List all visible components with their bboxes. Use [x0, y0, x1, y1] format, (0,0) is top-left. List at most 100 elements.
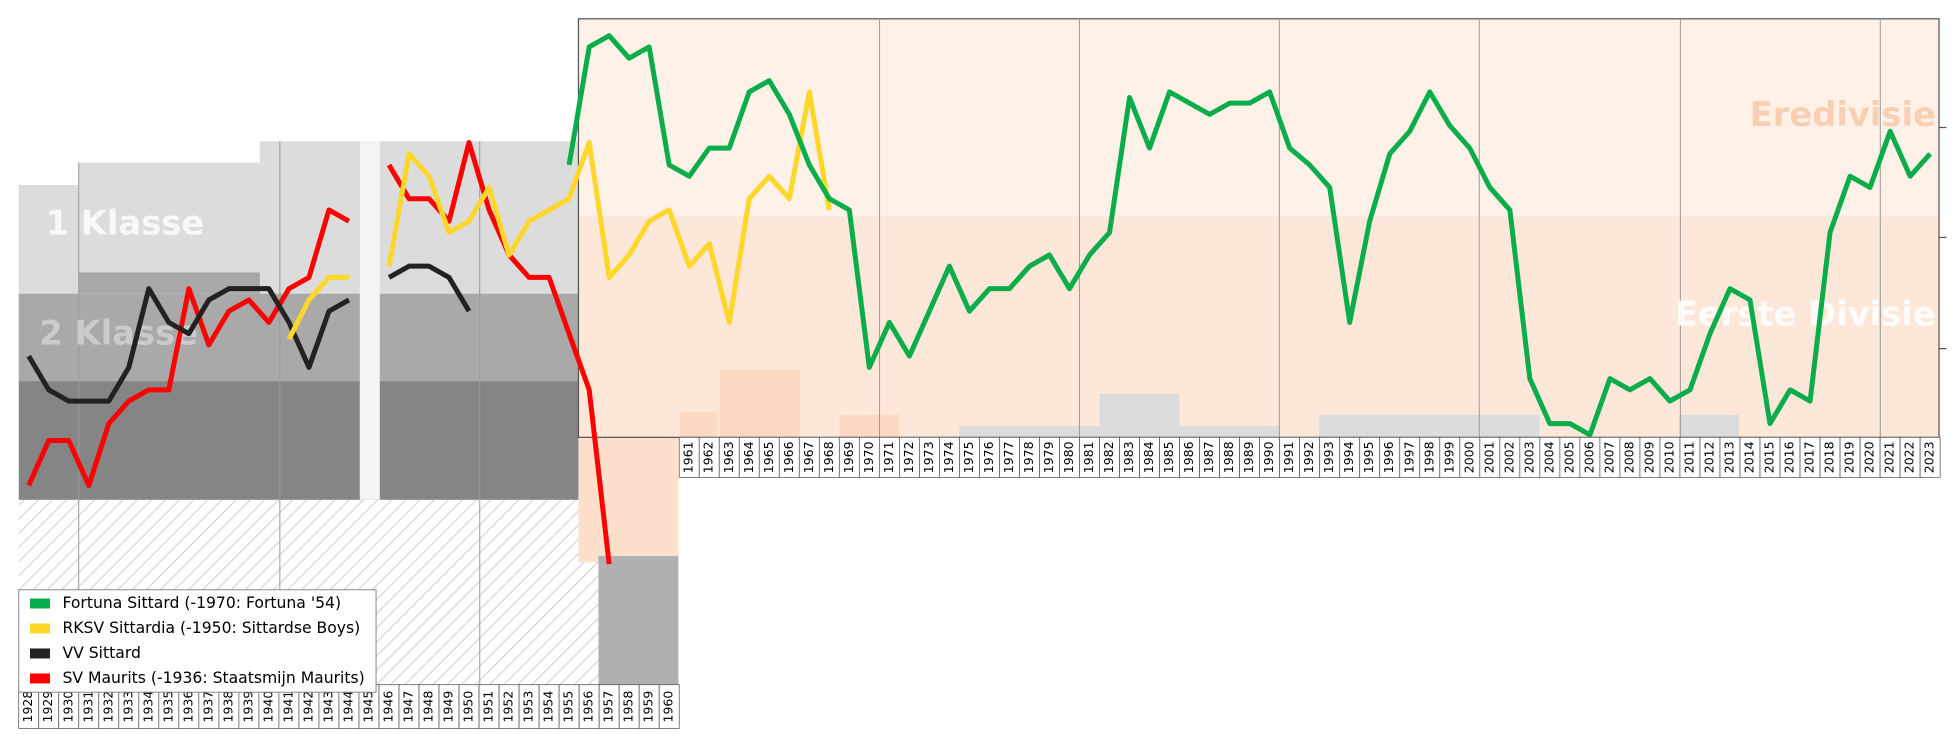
x-tick-label: 1962 — [701, 441, 716, 473]
x-tick-label: 1940 — [260, 691, 275, 723]
x-tick-label: 1989 — [1241, 441, 1256, 473]
x-tick-label: 2007 — [1601, 441, 1616, 473]
x-tick-label: 1968 — [821, 441, 836, 473]
x-tick-label: 2020 — [1862, 441, 1877, 473]
x-tick-label: 2022 — [1902, 441, 1917, 473]
x-tick-label: 2013 — [1721, 441, 1736, 473]
region-label: 1 Klasse — [46, 203, 205, 242]
x-tick-label: 1941 — [280, 691, 295, 723]
x-tick-label: 2002 — [1501, 441, 1516, 473]
x-tick-label: 1970 — [861, 441, 876, 473]
legend-label: SV Maurits (-1936: Staatsmijn Maurits) — [62, 669, 364, 687]
x-tick-label: 1988 — [1221, 441, 1236, 473]
x-tick-label: 1966 — [781, 441, 796, 473]
x-tick-label: 2023 — [1922, 441, 1937, 473]
x-tick-label: 1973 — [921, 441, 936, 473]
x-tick-label: 2015 — [1762, 441, 1777, 473]
x-tick-label: 1971 — [881, 441, 896, 473]
x-tick-label: 1946 — [381, 691, 396, 723]
x-tick-label: 1937 — [200, 691, 215, 723]
x-tick-label: 1981 — [1081, 441, 1096, 473]
x-tick-label: 1961 — [681, 441, 696, 473]
x-tick-label: 1990 — [1261, 441, 1276, 473]
x-tick-label: 2006 — [1581, 441, 1596, 473]
x-tick-label: 2011 — [1681, 441, 1696, 473]
x-tick-label: 1997 — [1401, 441, 1416, 473]
x-tick-label: 1955 — [561, 691, 576, 723]
x-tick-label: 1938 — [220, 691, 235, 723]
x-tick-label: 2003 — [1521, 441, 1536, 473]
x-tick-label: 2017 — [1802, 441, 1817, 473]
region-label: 2 Klasse — [39, 313, 198, 352]
x-tick-label: 1939 — [240, 691, 255, 723]
x-tick-label: 1994 — [1341, 441, 1356, 473]
x-tick-label: 2004 — [1541, 441, 1556, 473]
x-tick-label: 1992 — [1301, 441, 1316, 473]
x-tick-label: 1977 — [1001, 441, 1016, 473]
year-cell — [658, 684, 680, 729]
x-tick-label: 1986 — [1181, 441, 1196, 473]
x-tick-label: 1964 — [741, 441, 756, 473]
x-tick-label: 1950 — [461, 691, 476, 723]
legend-label: VV Sittard — [62, 644, 140, 662]
x-tick-label: 1945 — [360, 691, 375, 723]
x-tick-label: 1993 — [1321, 441, 1336, 473]
x-tick-label: 1952 — [501, 691, 516, 723]
x-tick-label: 1947 — [401, 691, 416, 723]
legend-swatch — [29, 623, 50, 634]
x-tick-label: 1943 — [320, 691, 335, 723]
x-tick-label: 1929 — [40, 691, 55, 723]
x-tick-label: 2005 — [1561, 441, 1576, 473]
x-tick-label: 1969 — [841, 441, 856, 473]
x-tick-label: 1965 — [761, 441, 776, 473]
x-tick-label: 2016 — [1782, 441, 1797, 473]
x-tick-label: 2001 — [1481, 441, 1496, 473]
x-tick-label: 1995 — [1361, 441, 1376, 473]
x-tick-label: 2010 — [1661, 441, 1676, 473]
x-tick-label: 1944 — [340, 691, 355, 723]
x-tick-label: 2009 — [1641, 441, 1656, 473]
x-tick-label: 1935 — [160, 691, 175, 723]
x-tick-label: 1983 — [1121, 441, 1136, 473]
x-tick-label: 1991 — [1281, 441, 1296, 473]
x-tick-label: 1953 — [521, 691, 536, 723]
series-line — [286, 89, 832, 341]
x-tick-label: 1999 — [1441, 441, 1456, 473]
x-tick-label: 2014 — [1742, 441, 1757, 473]
series-line — [26, 263, 472, 404]
x-tick-label: 1982 — [1101, 441, 1116, 473]
x-tick-label: 1960 — [661, 691, 676, 723]
x-tick-label: 1934 — [140, 691, 155, 723]
x-tick-label: 1984 — [1141, 441, 1156, 473]
x-tick-label: 1949 — [441, 691, 456, 723]
region-label: Eredivisie — [1750, 95, 1936, 134]
x-tick-label: 1976 — [981, 441, 996, 473]
x-tick-label: 1958 — [621, 691, 636, 723]
x-tick-label: 1975 — [961, 441, 976, 473]
x-tick-label: 1948 — [421, 691, 436, 723]
legend-label: Fortuna Sittard (-1970: Fortuna '54) — [62, 594, 341, 612]
legend-swatch — [29, 673, 50, 684]
x-tick-label: 1998 — [1421, 441, 1436, 473]
x-tick-label: 1932 — [100, 691, 115, 723]
x-tick-label: 1956 — [581, 691, 596, 723]
x-tick-label: 1959 — [641, 691, 656, 723]
x-tick-label: 1931 — [80, 691, 95, 723]
x-tick-label: 1985 — [1161, 441, 1176, 473]
series-line — [566, 33, 1933, 438]
x-tick-label: 2008 — [1621, 441, 1636, 473]
x-tick-label: 1936 — [180, 691, 195, 723]
x-tick-label: 1963 — [721, 441, 736, 473]
x-tick-label: 1930 — [60, 691, 75, 723]
x-tick-label: 1954 — [541, 691, 556, 723]
x-tick-label: 1951 — [481, 691, 496, 723]
x-tick-label: 1979 — [1041, 441, 1056, 473]
x-tick-label: 1980 — [1061, 441, 1076, 473]
legend-swatch — [29, 648, 50, 659]
x-tick-label: 1996 — [1381, 441, 1396, 473]
x-tick-label: 1974 — [941, 441, 956, 473]
x-tick-label: 2018 — [1822, 441, 1837, 473]
x-tick-label: 1942 — [300, 691, 315, 723]
x-tick-label: 1957 — [601, 691, 616, 723]
